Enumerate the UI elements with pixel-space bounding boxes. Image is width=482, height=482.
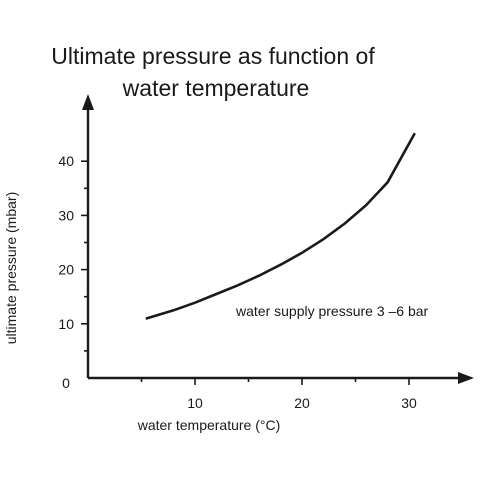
series-curve bbox=[145, 132, 416, 320]
x-tick-label: 10 bbox=[187, 395, 203, 411]
tick-labels: 10 20 30 40 10 20 30 bbox=[58, 153, 417, 411]
y-axis-label: ultimate pressure (mbar) bbox=[3, 192, 19, 345]
x-axis bbox=[88, 372, 474, 384]
chart-title-line-1: Ultimate pressure as function of bbox=[51, 43, 375, 69]
annotation-label: water supply pressure 3 –6 bar bbox=[235, 303, 429, 319]
y-axis bbox=[82, 94, 94, 378]
y-tick-label: 20 bbox=[58, 262, 74, 278]
y-tick-label: 40 bbox=[58, 153, 74, 169]
tick-marks bbox=[81, 160, 410, 385]
y-axis-arrow bbox=[82, 94, 94, 110]
chart-title-line-2: water temperature bbox=[122, 75, 310, 101]
x-tick-label: 20 bbox=[294, 395, 310, 411]
origin-label: 0 bbox=[62, 375, 70, 391]
y-tick-label: 30 bbox=[58, 207, 74, 223]
y-tick-label: 10 bbox=[58, 316, 74, 332]
x-tick-label: 30 bbox=[401, 395, 417, 411]
x-axis-arrow bbox=[458, 372, 474, 384]
x-axis-label: water temperature (°C) bbox=[137, 417, 281, 433]
